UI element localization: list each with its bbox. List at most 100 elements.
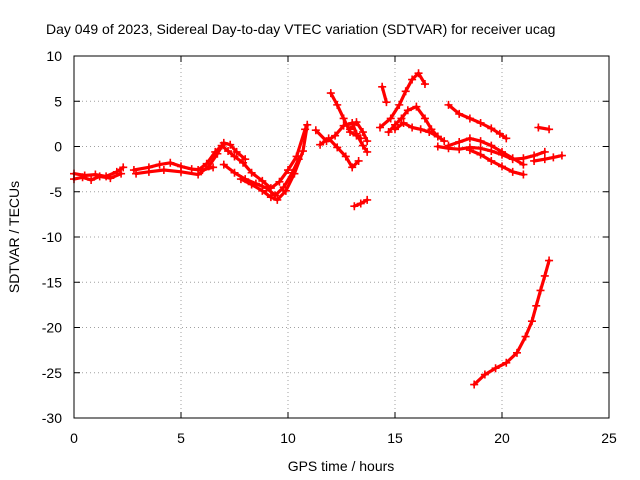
series-arc-17 (444, 100, 511, 143)
data-point (476, 150, 485, 159)
data-point (236, 175, 245, 184)
data-point (258, 186, 267, 195)
y-tick-label: -10 (42, 229, 62, 245)
data-point (144, 167, 153, 176)
data-point (348, 163, 357, 172)
data-point (358, 141, 367, 150)
series-arc-11 (346, 118, 372, 146)
data-point (384, 128, 393, 137)
data-point (333, 143, 342, 152)
grid (74, 56, 609, 418)
data-point (298, 147, 307, 156)
data-point (545, 125, 554, 134)
data-point (545, 256, 554, 265)
data-point (401, 87, 410, 96)
data-point (363, 147, 372, 156)
data-point (266, 193, 275, 202)
axis-tick-labels: 0 5 10 15 20 25 10 5 0 -5 -10 -15 -20 -25 -30 (42, 48, 617, 446)
data-point (465, 146, 474, 155)
data-point (465, 134, 474, 143)
data-point (132, 169, 141, 178)
y-axis-title: SDTVAR / TECUs (6, 181, 22, 293)
data-point (416, 125, 425, 134)
data-point (527, 317, 536, 326)
data-point (363, 195, 372, 204)
data-point (262, 184, 271, 193)
data-point (202, 159, 211, 168)
series-path (532, 154, 564, 163)
series-arc-10 (316, 134, 363, 172)
y-tick-label: -15 (42, 274, 62, 290)
data-point (350, 202, 359, 211)
data-point (119, 163, 128, 172)
data-point (480, 370, 489, 379)
data-point (303, 120, 312, 129)
data-point (217, 141, 226, 150)
x-tick-label: 5 (177, 430, 185, 446)
y-tick-label: 10 (46, 48, 62, 64)
data-point (339, 114, 348, 123)
data-point (230, 168, 239, 177)
data-point (420, 114, 429, 123)
data-point (378, 82, 387, 91)
data-point (502, 134, 511, 143)
data-point (275, 177, 284, 186)
series-arc-16 (391, 118, 442, 141)
data-point (356, 134, 365, 143)
data-point (87, 175, 96, 184)
data-point (395, 100, 404, 109)
y-tick-label: -30 (42, 410, 62, 426)
data-point (358, 128, 367, 137)
data-point (540, 155, 549, 164)
x-axis-title: GPS time / hours (288, 458, 395, 474)
x-tick-label: 25 (601, 430, 617, 446)
data-point (397, 114, 406, 123)
data-point (290, 169, 299, 178)
data-point (508, 155, 517, 164)
data-point (521, 332, 530, 341)
axis-ticks (73, 55, 610, 419)
data-point (502, 358, 511, 367)
data-point (219, 160, 228, 169)
data-point (391, 125, 399, 134)
data-point (187, 165, 196, 174)
data-point (209, 163, 218, 172)
series-path (196, 127, 307, 190)
data-point (557, 151, 566, 160)
data-point (352, 118, 361, 127)
data-point (346, 125, 355, 134)
series-path (318, 136, 361, 169)
data-point (311, 126, 320, 135)
data-point (226, 140, 235, 149)
y-tick-label: -5 (50, 184, 63, 200)
data-point (258, 176, 267, 185)
series-arc-22 (530, 151, 566, 165)
data-point (498, 162, 506, 171)
data-point (403, 106, 412, 115)
series-arc-5 (194, 125, 310, 193)
data-point (247, 168, 256, 177)
data-point (549, 153, 558, 162)
data-point (331, 131, 340, 140)
data-point (399, 118, 408, 127)
series-arc-21 (534, 123, 554, 134)
series-arc-13 (378, 82, 391, 107)
series-arc-4 (132, 138, 250, 179)
data-point (326, 89, 335, 98)
y-tick-label: -20 (42, 320, 62, 336)
data-point (433, 132, 442, 141)
series-arc-12 (350, 195, 372, 211)
data-point (444, 100, 453, 109)
data-point (408, 123, 417, 132)
y-tick-label: 0 (54, 139, 62, 155)
data-point (281, 186, 290, 195)
data-point (519, 154, 528, 163)
series-arc-23 (470, 256, 554, 389)
data-point (455, 145, 464, 154)
data-point (536, 286, 545, 295)
data-point (476, 137, 485, 146)
data-point (247, 180, 256, 189)
data-point (382, 98, 391, 107)
